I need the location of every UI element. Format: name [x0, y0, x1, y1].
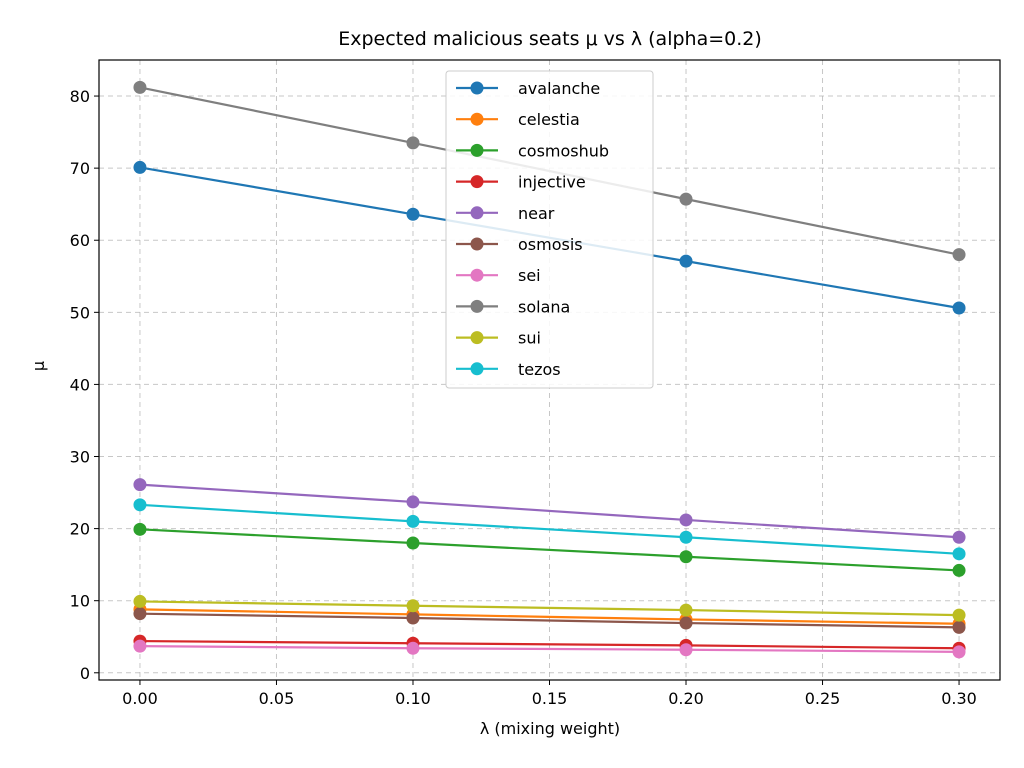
y-tick-label: 0	[80, 664, 90, 683]
x-axis-label: λ (mixing weight)	[480, 719, 620, 738]
series-line	[139, 528, 960, 572]
data-point	[406, 641, 420, 655]
data-point	[952, 645, 966, 659]
legend-label: sui	[518, 329, 541, 348]
data-point	[952, 530, 966, 544]
series-line	[139, 503, 960, 555]
legend-item: celestia	[456, 110, 580, 129]
legend-marker	[470, 299, 484, 313]
y-tick-label: 30	[70, 448, 90, 467]
legend-item: tezos	[456, 360, 561, 379]
legend-label: osmosis	[518, 235, 583, 254]
data-point	[133, 607, 147, 621]
data-point	[679, 550, 693, 564]
data-point	[679, 192, 693, 206]
series-line	[139, 600, 960, 617]
series-sei	[133, 639, 966, 659]
legend-item: near	[456, 204, 555, 223]
data-point	[679, 254, 693, 268]
legend-item: avalanche	[456, 79, 600, 98]
data-point	[406, 136, 420, 150]
legend-item: osmosis	[456, 235, 583, 254]
data-point	[679, 616, 693, 630]
x-tick-label: 0.15	[532, 689, 568, 708]
legend-label: sei	[518, 266, 541, 285]
x-tick-label: 0.10	[395, 689, 431, 708]
legend-marker	[470, 81, 484, 95]
series-tezos	[133, 498, 966, 561]
legend: avalanche celestia cosmoshub injective near o…	[445, 70, 654, 389]
legend-label: celestia	[518, 110, 580, 129]
legend-item: injective	[456, 173, 586, 192]
x-tick-label: 0.30	[941, 689, 977, 708]
data-point	[406, 599, 420, 613]
y-tick-label: 70	[70, 159, 90, 178]
legend-label: near	[518, 204, 555, 223]
data-point	[952, 301, 966, 315]
legend-label: avalanche	[518, 79, 600, 98]
legend-label: injective	[518, 173, 586, 192]
legend-label: tezos	[518, 360, 561, 379]
series-line	[139, 608, 960, 625]
data-point	[952, 608, 966, 622]
series-cosmoshub	[133, 522, 966, 577]
data-point	[133, 522, 147, 536]
y-axis-label: μ	[29, 361, 48, 371]
y-tick-label: 80	[70, 87, 90, 106]
x-tick-label: 0.25	[805, 689, 841, 708]
legend-label: cosmoshub	[518, 141, 609, 160]
y-tick-label: 50	[70, 303, 90, 322]
y-axis-ticks: 0 10 20 30 40 50 60 70 80	[70, 87, 99, 683]
series-sui	[133, 594, 966, 622]
data-point	[952, 547, 966, 561]
data-point	[406, 536, 420, 550]
data-point	[406, 207, 420, 221]
y-tick-label: 10	[70, 592, 90, 611]
data-point	[406, 514, 420, 528]
series-line	[139, 612, 960, 629]
y-tick-label: 40	[70, 375, 90, 394]
legend-label: solana	[518, 297, 570, 316]
y-tick-label: 20	[70, 520, 90, 539]
data-point	[952, 248, 966, 262]
legend-marker	[470, 112, 484, 126]
data-point	[406, 495, 420, 509]
data-point	[952, 620, 966, 634]
data-point	[679, 603, 693, 617]
series-near	[133, 478, 966, 544]
series-line	[139, 645, 960, 653]
legend-marker	[470, 331, 484, 345]
data-point	[952, 563, 966, 577]
series-line	[139, 483, 960, 539]
legend-marker	[470, 362, 484, 376]
data-point	[133, 478, 147, 492]
x-axis-ticks: 0.00 0.05 0.10 0.15 0.20 0.25 0.30	[122, 680, 977, 708]
data-point	[133, 80, 147, 94]
legend-marker	[470, 143, 484, 157]
data-point	[679, 530, 693, 544]
data-point	[679, 643, 693, 657]
legend-marker	[470, 237, 484, 251]
legend-marker	[470, 268, 484, 282]
data-point	[133, 639, 147, 653]
data-point	[679, 513, 693, 527]
legend-item: sei	[456, 266, 541, 285]
data-point	[133, 594, 147, 608]
series-osmosis	[133, 607, 966, 634]
x-tick-label: 0.00	[122, 689, 158, 708]
data-point	[133, 160, 147, 174]
chart-title: Expected malicious seats μ vs λ (alpha=0…	[338, 28, 762, 50]
x-tick-label: 0.05	[259, 689, 295, 708]
series-line	[139, 639, 960, 650]
x-tick-label: 0.20	[668, 689, 704, 708]
data-point	[133, 498, 147, 512]
legend-item: sui	[456, 329, 541, 348]
legend-item: cosmoshub	[456, 141, 609, 160]
data-point	[406, 611, 420, 625]
legend-marker	[470, 206, 484, 220]
y-tick-label: 60	[70, 231, 90, 250]
legend-marker	[470, 175, 484, 189]
legend-item: solana	[456, 297, 570, 316]
